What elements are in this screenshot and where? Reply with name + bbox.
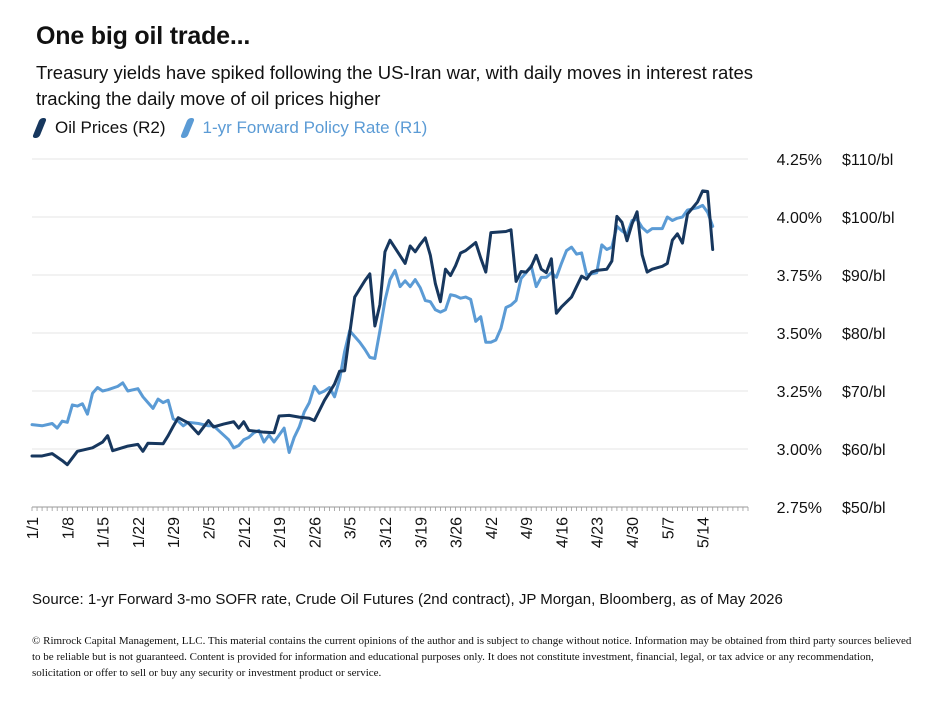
chart-subtitle: Treasury yields have spiked following th… — [36, 62, 754, 109]
x-tick-label: 1/29 — [166, 517, 183, 548]
legend-item-oil: Oil Prices (R2) — [31, 118, 166, 138]
series-line-policy-rate — [30, 203, 715, 454]
y-axes: 2.75% 3.00% 3.25% 3.50% 3.75% 4.00% 4.25% $50/b… — [777, 152, 895, 517]
x-tick-label: 1/22 — [131, 517, 148, 548]
legend-label-policy-rate: 1-yr Forward Policy Rate (R1) — [202, 118, 428, 137]
y-right-tick-label: $60/bl — [842, 442, 886, 459]
x-tick-label: 1/8 — [60, 517, 77, 539]
x-tick-label: 3/5 — [343, 517, 360, 539]
y-left-tick-label: 4.25% — [777, 152, 822, 169]
y-right-tick-label: $80/bl — [842, 326, 886, 343]
series-line-oil-prices — [30, 189, 715, 467]
x-tick-label: 2/12 — [237, 517, 254, 548]
y-left-tick-label: 3.00% — [777, 442, 822, 459]
y-right-tick-label: $70/bl — [842, 384, 886, 401]
y-left-tick-label: 2.75% — [777, 500, 822, 517]
chart-legend: Oil Prices (R2) 1-yr Forward Policy Rate… — [31, 118, 445, 138]
x-tick-label: 1/1 — [25, 517, 42, 539]
gridlines — [32, 158, 748, 450]
x-tick-label: 5/7 — [660, 517, 677, 539]
x-tick-label: 5/14 — [696, 517, 713, 548]
x-tick-label: 3/26 — [449, 517, 466, 548]
chart-title: One big oil trade... — [36, 22, 251, 50]
y-left-tick-label: 3.25% — [777, 384, 822, 401]
x-tick-label: 3/19 — [413, 517, 430, 548]
y-left-tick-label: 3.50% — [777, 326, 822, 343]
x-tick-label: 2/19 — [272, 517, 289, 548]
x-tick-label: 4/16 — [554, 517, 571, 548]
x-tick-label: 4/2 — [484, 517, 501, 539]
x-tick-label: 4/9 — [519, 517, 536, 539]
legend-item-policy-rate: 1-yr Forward Policy Rate (R1) — [179, 118, 428, 138]
y-right-tick-label: $100/bl — [842, 210, 895, 227]
x-tick-label: 3/12 — [378, 517, 395, 548]
y-right-tick-label: $90/bl — [842, 268, 886, 285]
y-left-tick-label: 3.75% — [777, 268, 822, 285]
x-tick-label: 2/5 — [201, 517, 218, 539]
y-right-tick-label: $50/bl — [842, 500, 886, 517]
x-tick-label: 1/15 — [96, 517, 113, 548]
x-tick-label: 4/23 — [590, 517, 607, 548]
disclaimer-text: © Rimrock Capital Management, LLC. This … — [32, 635, 912, 679]
x-tick-label: 4/30 — [625, 517, 642, 548]
series-lines — [30, 189, 715, 467]
source-note: Source: 1-yr Forward 3-mo SOFR rate, Cru… — [32, 591, 783, 608]
x-axis: 1/1 1/8 1/15 1/22 1/29 2/5 2/12 2/19 2/26 3/5 3/12… — [25, 506, 749, 548]
legend-label-oil: Oil Prices (R2) — [55, 118, 166, 137]
x-tick-label: 2/26 — [307, 517, 324, 548]
y-right-tick-label: $110/bl — [842, 152, 893, 169]
y-left-tick-label: 4.00% — [777, 210, 822, 227]
